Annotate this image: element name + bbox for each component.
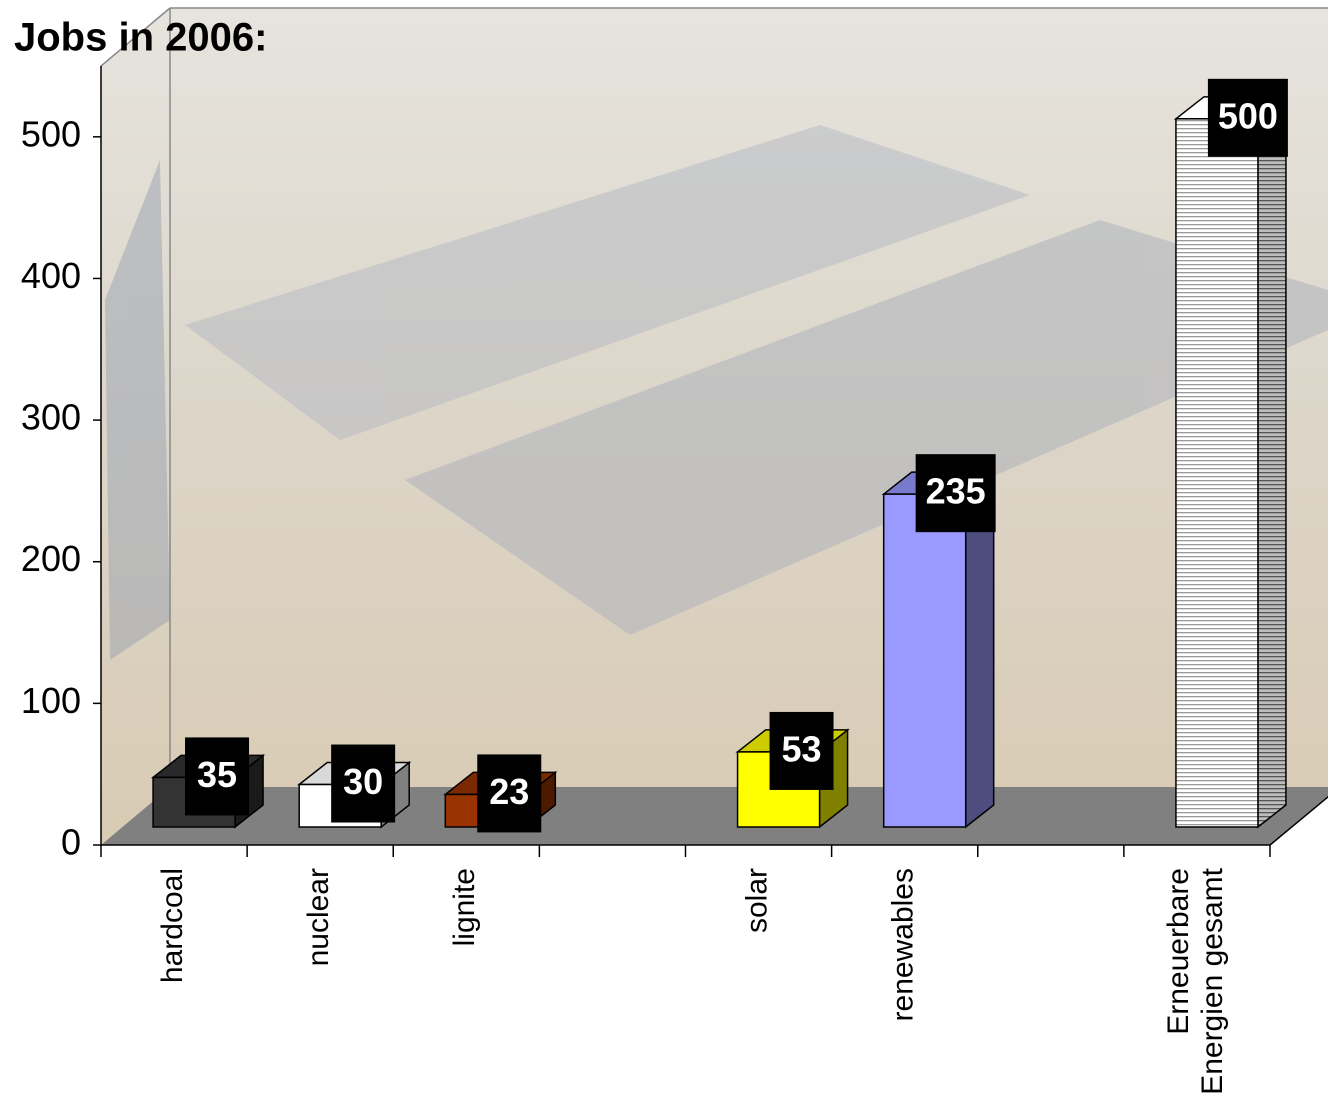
x-tick-label: nuclear <box>302 868 335 966</box>
floor <box>101 787 1328 845</box>
value-label: 53 <box>781 728 821 769</box>
bar-side <box>1257 95 1287 829</box>
bar-front <box>1175 118 1259 828</box>
y-tick-label: 100 <box>21 680 81 721</box>
value-label: 235 <box>926 471 986 512</box>
value-label: 30 <box>343 761 383 802</box>
value-label-box <box>185 737 250 816</box>
chart-title: Jobs in 2006: <box>14 16 267 60</box>
floor-edge <box>1269 795 1328 846</box>
x-tick-label: hardcoal <box>156 868 189 983</box>
value-label-box <box>1207 78 1288 157</box>
background-panels <box>105 125 1328 660</box>
y-tick-label: 0 <box>61 822 81 863</box>
bar <box>881 470 996 829</box>
y-tick-label: 400 <box>21 255 81 296</box>
side-wall-edge <box>100 7 171 67</box>
value-label: 500 <box>1218 95 1278 136</box>
bar-front <box>882 493 967 828</box>
value-label-box <box>915 454 996 533</box>
value-label-box <box>331 744 396 823</box>
x-tick-label: ErneuerbareEnergien gesamt <box>1162 867 1229 1094</box>
y-tick-label: 300 <box>21 397 81 438</box>
value-label-box <box>477 754 542 833</box>
value-label: 35 <box>197 754 237 795</box>
y-tick-label: 200 <box>21 538 81 579</box>
x-tick-label: solar <box>740 868 773 933</box>
value-label: 23 <box>489 771 529 812</box>
value-label-box <box>769 711 834 790</box>
y-tick-label: 500 <box>21 113 81 154</box>
x-tick-label: lignite <box>448 868 481 946</box>
x-tick-label: renewables <box>887 868 920 1021</box>
bar <box>1173 95 1289 829</box>
